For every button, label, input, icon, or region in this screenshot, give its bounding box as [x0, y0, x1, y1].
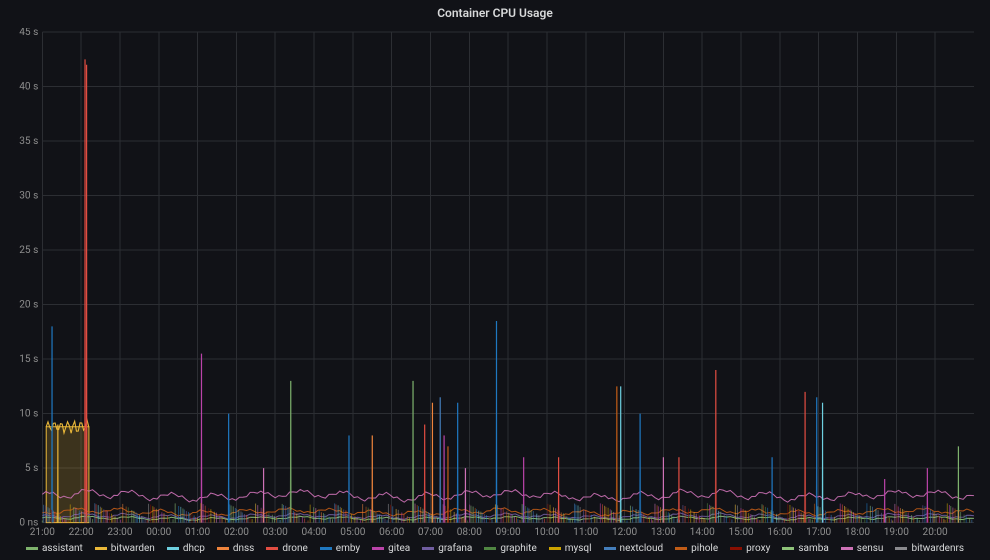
svg-text:10 s: 10 s: [19, 409, 38, 420]
svg-text:01:00: 01:00: [185, 527, 210, 538]
svg-text:08:00: 08:00: [457, 527, 482, 538]
legend-label: grafana: [438, 543, 472, 554]
svg-text:18:00: 18:00: [845, 527, 870, 538]
legend-swatch: [841, 547, 853, 550]
legend-label: graphite: [500, 543, 536, 554]
svg-text:09:00: 09:00: [496, 527, 521, 538]
legend-swatch: [372, 547, 384, 550]
legend-swatch: [320, 547, 332, 550]
chart-panel: Container CPU Usage 0 ns5 s10 s15 s20 s2…: [0, 0, 990, 560]
svg-text:21:00: 21:00: [30, 527, 55, 538]
svg-text:03:00: 03:00: [263, 527, 288, 538]
legend-item-dnss[interactable]: dnss: [217, 543, 254, 554]
legend-item-bitwarden[interactable]: bitwarden: [95, 543, 155, 554]
svg-text:25 s: 25 s: [19, 245, 38, 256]
svg-text:45 s: 45 s: [19, 28, 38, 38]
svg-text:07:00: 07:00: [418, 527, 443, 538]
svg-text:14:00: 14:00: [690, 527, 715, 538]
svg-text:17:00: 17:00: [806, 527, 831, 538]
legend-label: mysql: [565, 543, 592, 554]
svg-text:30 s: 30 s: [19, 191, 38, 202]
legend-swatch: [484, 547, 496, 550]
legend-item-gitea[interactable]: gitea: [372, 543, 410, 554]
chart-area[interactable]: 0 ns5 s10 s15 s20 s25 s30 s35 s40 s45 s2…: [0, 24, 990, 539]
legend-item-graphite[interactable]: graphite: [484, 543, 536, 554]
legend-swatch: [95, 547, 107, 550]
legend-item-bitwardenrs[interactable]: bitwardenrs: [895, 543, 964, 554]
legend-label: bitwarden: [111, 543, 155, 554]
legend-label: proxy: [746, 543, 770, 554]
legend-swatch: [675, 547, 687, 550]
legend-label: pihole: [691, 543, 718, 554]
legend-item-grafana[interactable]: grafana: [422, 543, 472, 554]
svg-text:02:00: 02:00: [224, 527, 249, 538]
svg-text:10:00: 10:00: [534, 527, 559, 538]
legend-label: assistant: [42, 543, 83, 554]
legend-item-dhcp[interactable]: dhcp: [167, 543, 205, 554]
svg-text:00:00: 00:00: [146, 527, 171, 538]
legend-swatch: [266, 547, 278, 550]
legend-item-proxy[interactable]: proxy: [730, 543, 770, 554]
svg-text:19:00: 19:00: [884, 527, 909, 538]
legend-swatch: [422, 547, 434, 550]
legend-item-drone[interactable]: drone: [266, 543, 307, 554]
svg-text:11:00: 11:00: [573, 527, 598, 538]
legend-label: drone: [282, 543, 307, 554]
svg-text:16:00: 16:00: [767, 527, 792, 538]
svg-text:22:00: 22:00: [69, 527, 94, 538]
legend-label: dnss: [233, 543, 254, 554]
legend-swatch: [217, 547, 229, 550]
legend-swatch: [26, 547, 38, 550]
legend-label: sensu: [857, 543, 884, 554]
svg-text:06:00: 06:00: [379, 527, 404, 538]
legend-swatch: [604, 547, 616, 550]
legend-swatch: [895, 547, 907, 550]
legend-item-samba[interactable]: samba: [782, 543, 828, 554]
legend-label: bitwardenrs: [911, 543, 964, 554]
legend-item-assistant[interactable]: assistant: [26, 543, 83, 554]
svg-text:15:00: 15:00: [728, 527, 753, 538]
legend-item-sensu[interactable]: sensu: [841, 543, 884, 554]
svg-text:23:00: 23:00: [107, 527, 132, 538]
panel-title: Container CPU Usage: [0, 0, 990, 24]
legend-label: gitea: [388, 543, 410, 554]
legend-item-nextcloud[interactable]: nextcloud: [604, 543, 664, 554]
legend-swatch: [782, 547, 794, 550]
legend-swatch: [167, 547, 179, 550]
svg-text:12:00: 12:00: [612, 527, 637, 538]
svg-text:5 s: 5 s: [25, 463, 38, 474]
legend-item-emby[interactable]: emby: [320, 543, 360, 554]
legend-label: emby: [336, 543, 360, 554]
legend-item-pihole[interactable]: pihole: [675, 543, 718, 554]
svg-text:13:00: 13:00: [651, 527, 676, 538]
svg-text:15 s: 15 s: [19, 354, 38, 365]
legend-label: samba: [798, 543, 828, 554]
chart-svg: 0 ns5 s10 s15 s20 s25 s30 s35 s40 s45 s2…: [10, 28, 980, 539]
legend-item-mysql[interactable]: mysql: [549, 543, 592, 554]
svg-text:04:00: 04:00: [301, 527, 326, 538]
legend-label: dhcp: [183, 543, 205, 554]
svg-text:35 s: 35 s: [19, 136, 38, 147]
svg-text:05:00: 05:00: [340, 527, 365, 538]
legend: assistant bitwarden dhcp dnss drone emby gitea…: [0, 539, 990, 560]
legend-label: nextcloud: [620, 543, 664, 554]
legend-swatch: [730, 547, 742, 550]
svg-text:40 s: 40 s: [19, 82, 38, 93]
svg-text:20:00: 20:00: [923, 527, 948, 538]
legend-swatch: [549, 547, 561, 550]
svg-text:20 s: 20 s: [19, 300, 38, 311]
